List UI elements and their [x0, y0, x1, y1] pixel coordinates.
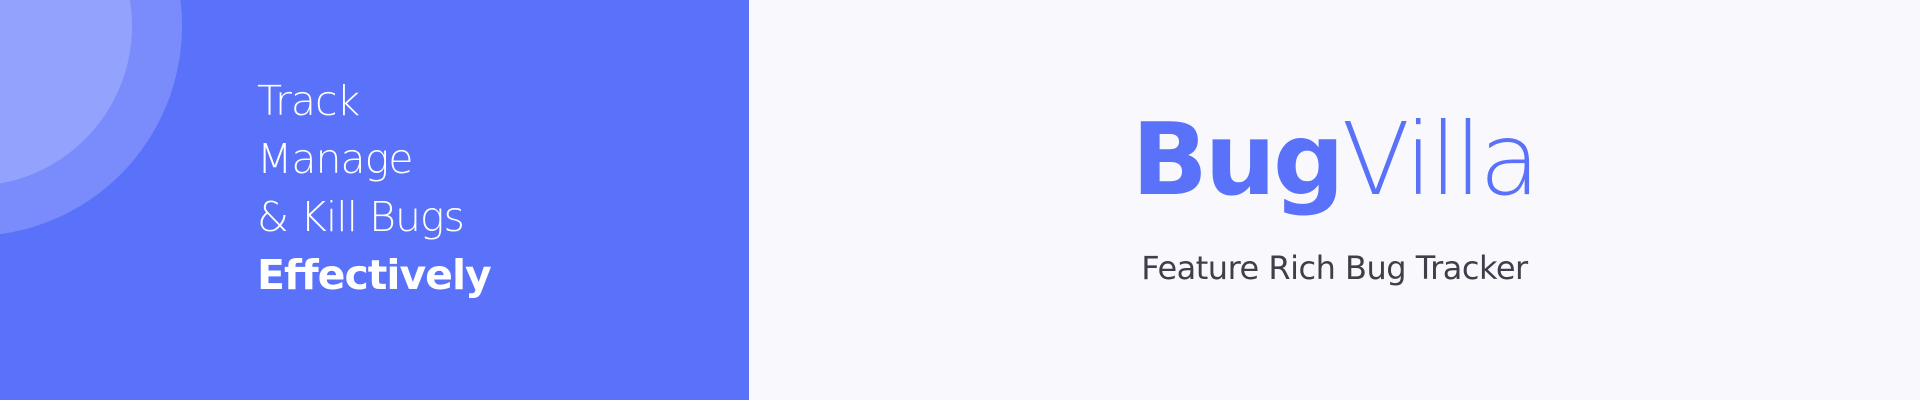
- left-panel: Track Manage & Kill Bugs Effectively: [0, 0, 749, 400]
- tagline-line-effectively: Effectively: [257, 251, 492, 299]
- tagline-line-manage: Manage: [257, 135, 413, 183]
- tagline-line-track: Track: [257, 77, 360, 125]
- brand-subtitle: Feature Rich Bug Tracker: [1141, 249, 1528, 287]
- right-panel: BugVilla Feature Rich Bug Tracker: [749, 0, 1920, 400]
- tagline-line-kill-bugs: & Kill Bugs: [257, 193, 465, 241]
- brand-logo: BugVilla: [749, 100, 1920, 220]
- brand-logo-villa: Villa: [1341, 101, 1541, 218]
- tagline: Track Manage & Kill Bugs Effectively: [257, 72, 492, 304]
- brand-logo-bug: Bug: [1131, 101, 1345, 218]
